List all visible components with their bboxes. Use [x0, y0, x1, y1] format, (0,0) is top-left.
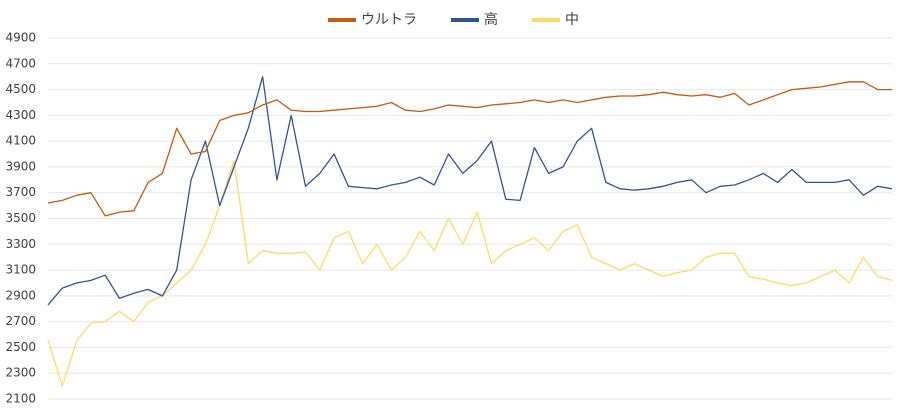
series-line	[47, 81, 892, 217]
y-tick-label: 2500	[5, 340, 36, 354]
y-tick-label: 2300	[5, 366, 36, 380]
y-tick-label: 2700	[5, 314, 36, 328]
y-tick-label: 4300	[5, 108, 36, 122]
legend-label: ウルトラ	[361, 12, 417, 28]
y-tick-label: 4900	[5, 31, 36, 45]
y-tick-label: 4500	[5, 82, 36, 96]
y-tick-label: 2100	[5, 392, 36, 406]
y-tick-label: 4100	[5, 134, 36, 148]
y-tick-label: 4700	[5, 56, 36, 70]
legend-label: 高	[484, 11, 498, 28]
legend-label: 中	[565, 12, 579, 28]
series-line	[47, 159, 893, 387]
y-tick-label: 3100	[5, 263, 36, 277]
y-tick-label: 3300	[5, 237, 36, 251]
y-tick-label: 3500	[5, 211, 36, 225]
y-tick-label: 2900	[5, 288, 36, 302]
y-tick-label: 3900	[5, 159, 36, 173]
series-line	[47, 76, 893, 306]
y-tick-label: 3700	[5, 185, 36, 199]
